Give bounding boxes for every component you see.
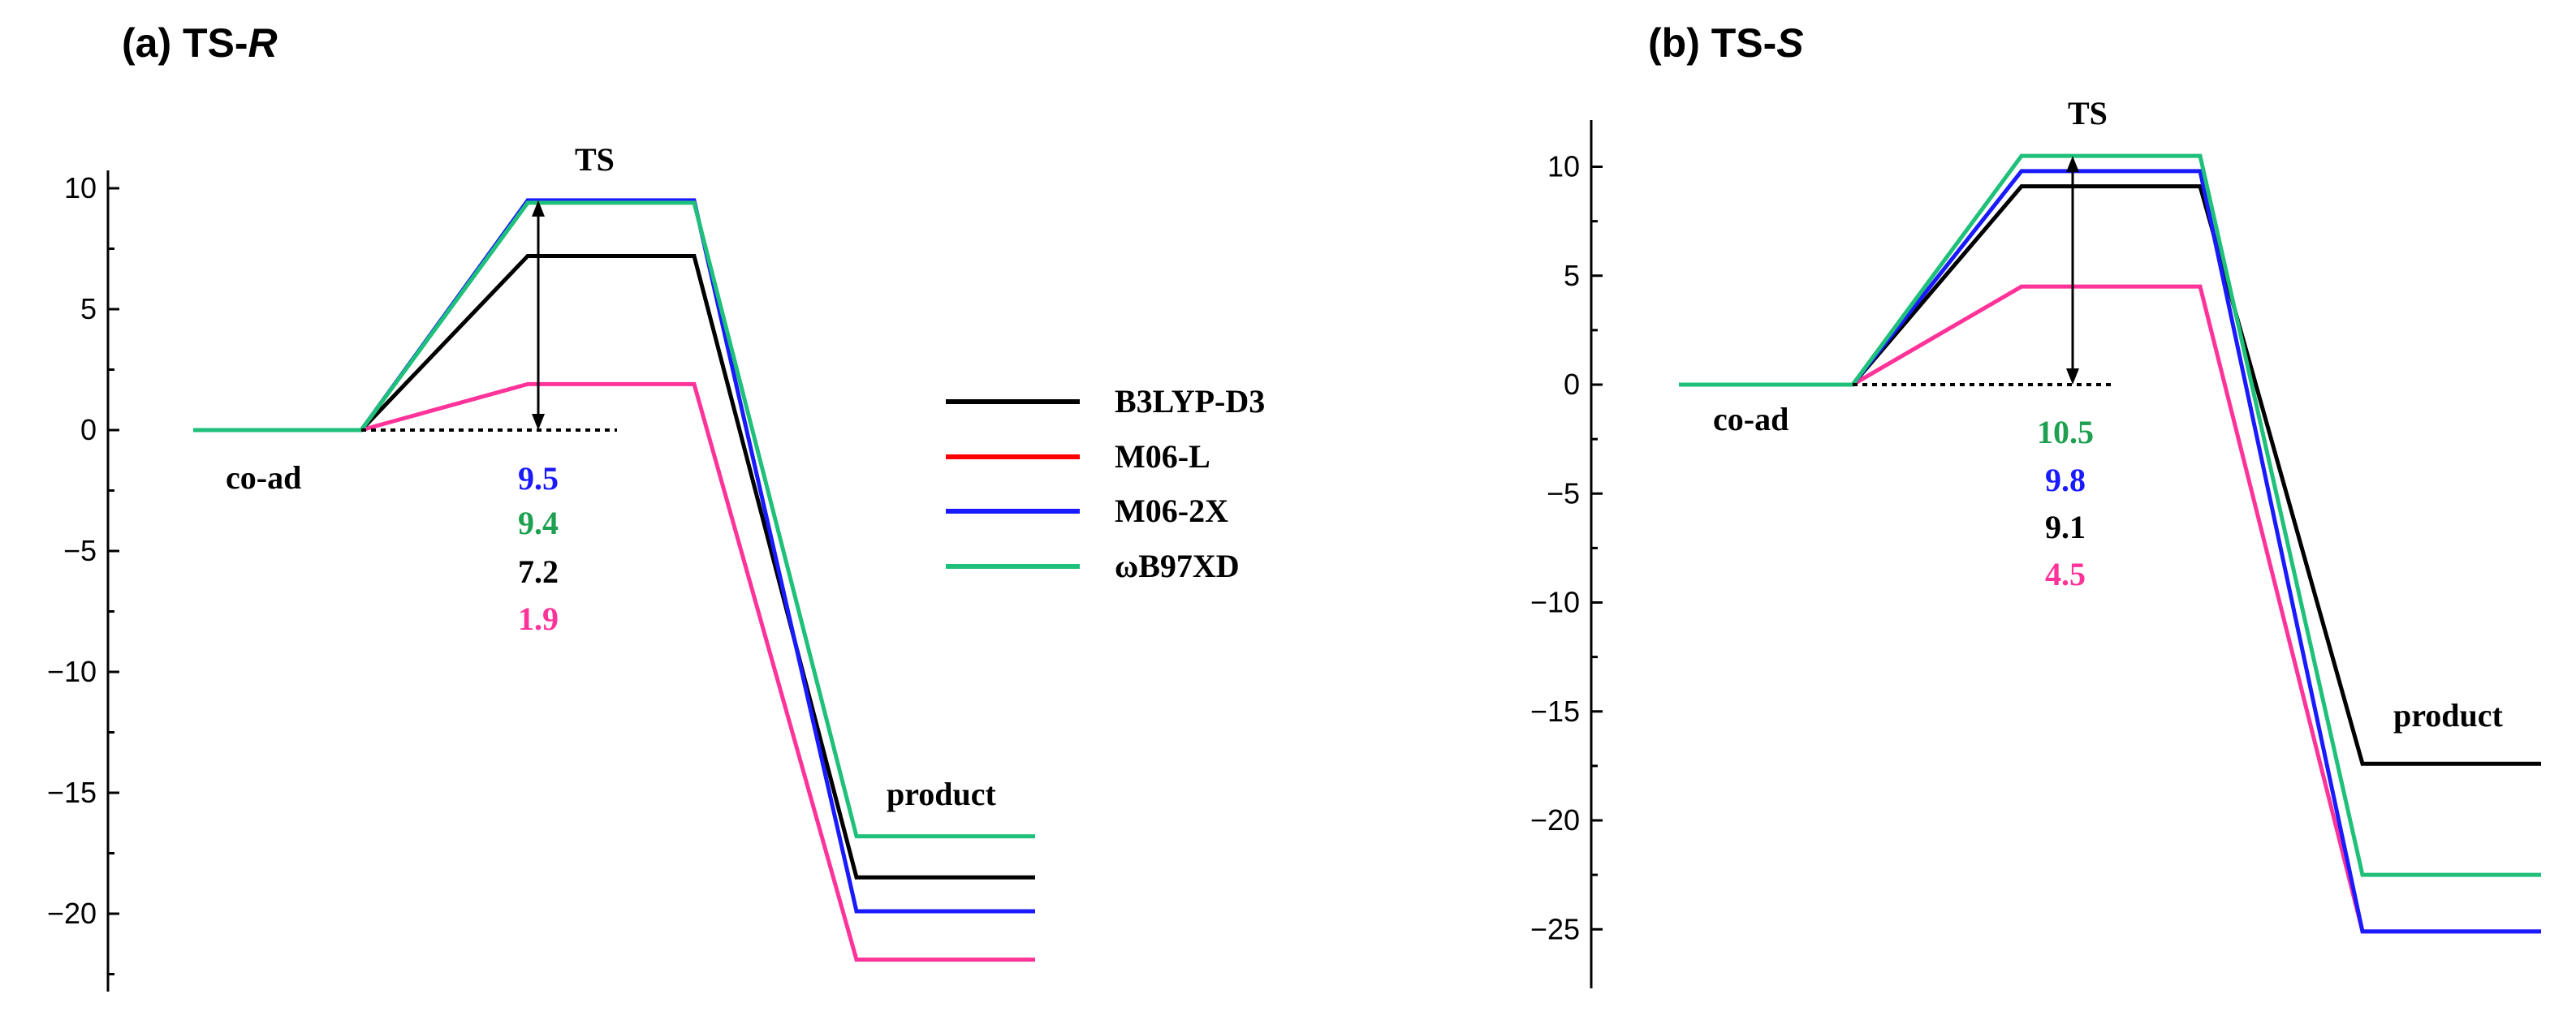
panel-b-tick-label: −20 <box>1530 803 1580 837</box>
panel-b-barrier-1: 10.5 <box>2037 414 2094 450</box>
panel-a-title: (a) TS-R <box>122 20 278 66</box>
panel-b-series-wb97xd <box>1679 153 2541 877</box>
panel-a-tick-label: 5 <box>80 292 97 325</box>
panel-a-barrier-4: 1.9 <box>518 600 559 637</box>
panel-b-barrier-3: 9.1 <box>2045 509 2086 545</box>
panel-a-annotations <box>361 200 617 432</box>
panel-a-tick-label: 0 <box>80 413 97 446</box>
panel-a-arrow-head-top <box>532 200 545 217</box>
panel-b-tick-label: 0 <box>1564 368 1580 401</box>
panel-a-tick-label: −20 <box>47 897 97 930</box>
panel-a-barrier-1: 9.5 <box>518 460 559 497</box>
panel-b-title: (b) TS-S <box>1648 20 1804 66</box>
legend-label-b3lyp-d3: B3LYP-D3 <box>1115 383 1265 420</box>
panel-b-tick-label: −10 <box>1530 586 1580 619</box>
panel-b-annotations <box>1853 156 2111 386</box>
panel-b-title-prefix: (b) TS- <box>1648 20 1776 66</box>
panel-b-tick-label: −5 <box>1547 476 1580 510</box>
panel-b-barrier-4: 4.5 <box>2045 556 2086 592</box>
panel-a-tick-label: −10 <box>47 655 97 688</box>
panel-b-tick-label: −15 <box>1530 695 1580 728</box>
legend-label-wb97xd: ωB97XD <box>1115 548 1240 584</box>
panel-a-ts-label: TS <box>575 141 615 178</box>
panel-b-tick-label: −25 <box>1530 912 1580 945</box>
panel-a-series-m06-l <box>193 381 1035 962</box>
panel-b-ts-s: (b) TS-S 10 5 0 −5 −10 −15 −20 −25 co-ad TS pro… <box>1530 20 2541 988</box>
panel-a-barrier-3: 7.2 <box>518 553 559 590</box>
panel-a-y-axis: 10 5 0 −5 −10 −15 −20 <box>47 170 119 992</box>
panel-b-ts-label: TS <box>2068 95 2108 131</box>
panel-b-tick-label: 10 <box>1547 150 1580 183</box>
panel-b-product-label: product <box>2393 697 2504 734</box>
panel-a-title-prefix: (a) TS- <box>122 20 248 66</box>
panel-b-arrow-head-top <box>2066 156 2079 173</box>
panel-b-barrier-2: 9.8 <box>2045 462 2086 498</box>
panel-a-start-label: co-ad <box>226 459 301 496</box>
panel-a-arrow-head-bottom <box>532 414 545 430</box>
panel-b-tick-label: 5 <box>1564 259 1580 292</box>
panel-b-y-axis: 10 5 0 −5 −10 −15 −20 −25 <box>1530 120 1603 988</box>
panel-a-tick-label: −5 <box>63 534 97 567</box>
panel-b-arrow-head-bottom <box>2066 368 2079 385</box>
panel-a-barrier-2: 9.4 <box>518 505 559 541</box>
panel-a-tick-label: −15 <box>47 776 97 809</box>
legend-label-m06-l: M06-L <box>1115 438 1210 475</box>
legend: B3LYP-D3 M06-L M06-2X ωB97XD <box>946 383 1265 584</box>
panel-b-series <box>1679 153 2541 934</box>
panel-a-series <box>193 198 1035 962</box>
legend-label-m06-2x: M06-2X <box>1115 493 1228 529</box>
panel-b-start-label: co-ad <box>1713 401 1789 437</box>
panel-a-product-label: product <box>887 776 997 812</box>
panel-a-title-italic: R <box>248 20 278 66</box>
panel-a-series-wb97xd <box>193 200 1035 839</box>
panel-b-title-italic: S <box>1776 20 1803 66</box>
panel-a-tick-label: 10 <box>64 171 97 204</box>
panel-a-ts-r: (a) TS-R 10 5 0 −5 −10 −15 −20 co-ad TS produc… <box>47 20 1035 992</box>
panel-b-series-b3lyp-d3 <box>1679 184 2541 766</box>
